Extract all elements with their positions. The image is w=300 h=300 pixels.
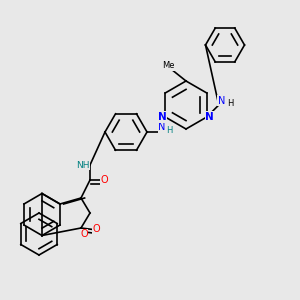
Text: O: O xyxy=(80,229,88,239)
Text: O: O xyxy=(92,224,100,235)
Text: Me: Me xyxy=(162,61,174,70)
Text: H: H xyxy=(228,99,234,108)
Text: O: O xyxy=(100,175,108,185)
Text: N: N xyxy=(158,112,167,122)
Text: N: N xyxy=(158,122,166,133)
Text: NH: NH xyxy=(76,160,89,169)
Text: H: H xyxy=(166,126,173,135)
Text: N: N xyxy=(206,112,214,122)
Text: N: N xyxy=(218,95,226,106)
